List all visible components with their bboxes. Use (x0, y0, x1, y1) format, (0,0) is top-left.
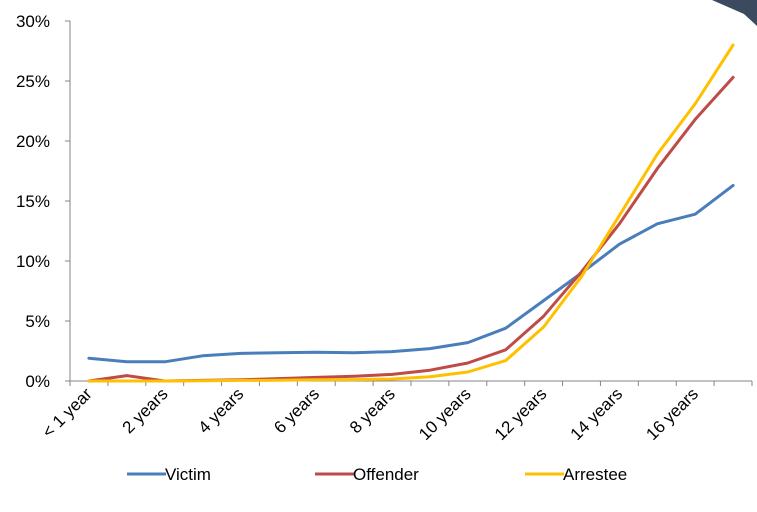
x-tick-label: 2 years (119, 384, 172, 437)
x-tick-label: 12 years (491, 384, 551, 444)
y-tick-label: 20% (16, 132, 50, 151)
x-tick-label: 8 years (346, 384, 399, 437)
x-tick-label: 10 years (415, 384, 475, 444)
x-tick-label: < 1 year (39, 384, 96, 441)
x-tick-label: 14 years (567, 384, 627, 444)
series-line-offender (87, 75, 735, 383)
y-tick-label: 25% (16, 72, 50, 91)
y-tick-label: 30% (16, 12, 50, 31)
x-tick-label: 16 years (642, 384, 702, 444)
y-tick-label: 5% (25, 312, 50, 331)
corner-decoration (712, 0, 757, 26)
x-tick-label: 6 years (270, 384, 323, 437)
x-tick-label: 4 years (194, 384, 247, 437)
axes (65, 20, 753, 386)
y-tick-labels: 0% 5% 10% 15% 20% 25% 30% (16, 12, 50, 391)
legend-label-offender: Offender (353, 465, 419, 484)
legend: Victim Offender Arrestee (127, 465, 627, 484)
legend-label-arrestee: Arrestee (563, 465, 627, 484)
y-tick-label: 10% (16, 252, 50, 271)
y-tick-label: 15% (16, 192, 50, 211)
series-line-arrestee (87, 43, 735, 383)
x-tick-labels: < 1 year 2 years 4 years 6 years 8 years 10 y… (39, 384, 702, 444)
series-line-victim (87, 183, 735, 364)
y-tick-label: 0% (25, 372, 50, 391)
legend-label-victim: Victim (165, 465, 211, 484)
series-lines (87, 43, 735, 383)
